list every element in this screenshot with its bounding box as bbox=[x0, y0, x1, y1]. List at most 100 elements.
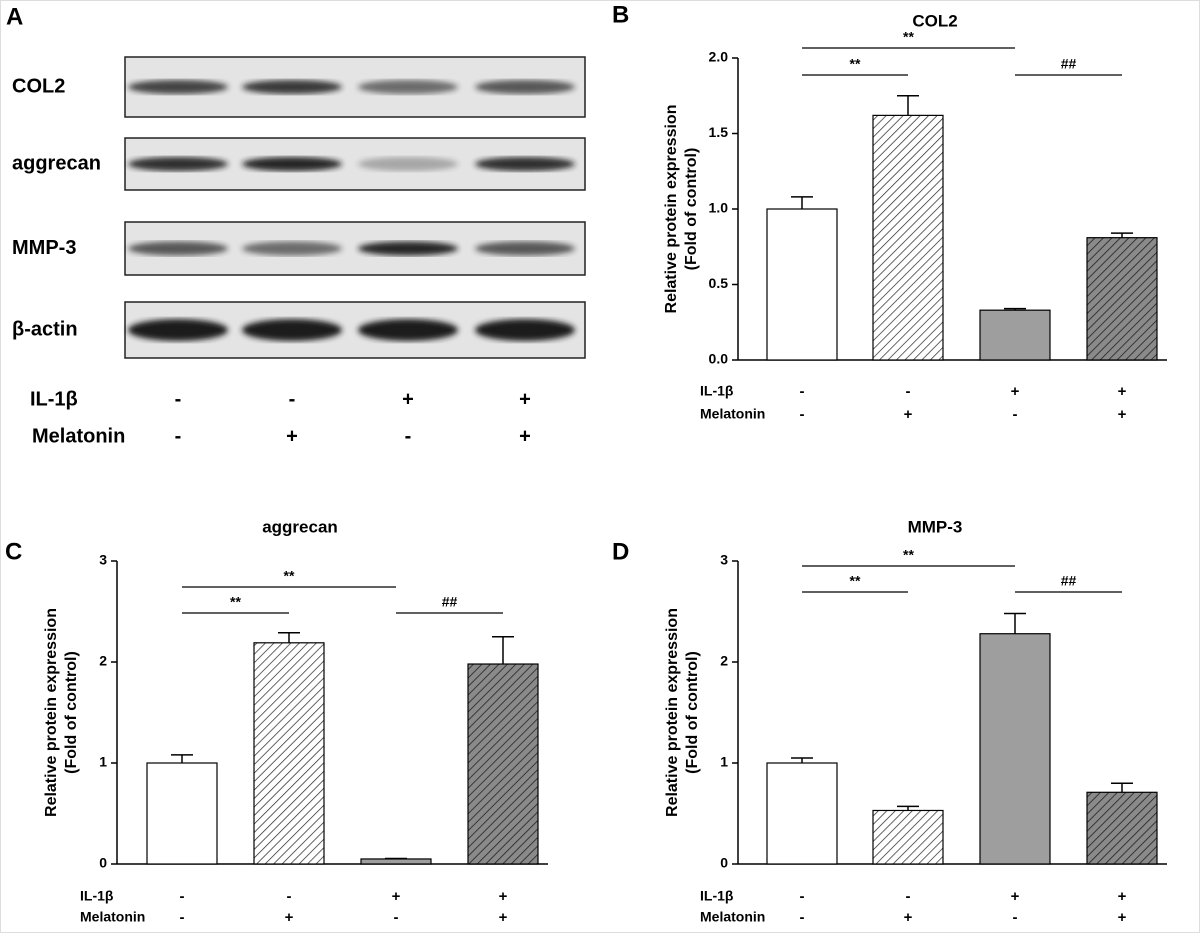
y-tick-label: 2.0 bbox=[709, 49, 729, 65]
significance-label: ** bbox=[903, 547, 914, 563]
y-tick-label: 2 bbox=[99, 653, 107, 669]
y-tick-label: 0 bbox=[720, 855, 728, 871]
y-axis-label: Relative protein expression bbox=[43, 608, 60, 817]
bar bbox=[766, 762, 838, 865]
condition-name: IL-1β bbox=[30, 388, 78, 410]
y-tick-label: 1.5 bbox=[709, 124, 729, 140]
blot-band bbox=[128, 157, 228, 171]
y-axis-label: (Fold of control) bbox=[683, 148, 700, 271]
blot-band bbox=[128, 319, 228, 341]
blot-row-label: β-actin bbox=[12, 318, 78, 340]
condition-sign: - bbox=[800, 383, 805, 400]
panel-label: C bbox=[5, 538, 22, 565]
blot-band bbox=[358, 319, 458, 341]
bar bbox=[766, 208, 838, 361]
panel-label: A bbox=[6, 3, 23, 30]
condition-sign: - bbox=[800, 406, 805, 423]
blot-band bbox=[242, 80, 342, 94]
condition-name: Melatonin bbox=[80, 909, 145, 925]
blot-row-label: MMP-3 bbox=[12, 237, 76, 259]
blot-band bbox=[242, 157, 342, 171]
bar bbox=[872, 809, 944, 865]
significance-label: ## bbox=[1061, 573, 1077, 589]
blot-band bbox=[475, 80, 575, 94]
blot-band bbox=[242, 319, 342, 341]
condition-sign: + bbox=[519, 388, 531, 410]
panel-label: B bbox=[612, 1, 629, 28]
chart-title: COL2 bbox=[912, 11, 957, 30]
condition-sign: + bbox=[285, 909, 294, 926]
condition-sign: + bbox=[1118, 888, 1127, 905]
bar bbox=[146, 762, 218, 865]
blot-row-label: aggrecan bbox=[12, 152, 101, 174]
blot-band bbox=[128, 241, 228, 256]
condition-sign: + bbox=[1118, 383, 1127, 400]
y-axis-label: Relative protein expression bbox=[663, 105, 680, 314]
blot-band bbox=[358, 241, 458, 256]
condition-sign: - bbox=[1013, 406, 1018, 423]
condition-sign: - bbox=[906, 383, 911, 400]
significance-label: ** bbox=[850, 56, 861, 72]
condition-sign: + bbox=[499, 909, 508, 926]
condition-sign: - bbox=[1013, 909, 1018, 926]
blot-band bbox=[475, 319, 575, 341]
bar bbox=[467, 663, 539, 865]
chart-title: MMP-3 bbox=[908, 517, 963, 536]
condition-sign: - bbox=[180, 888, 185, 905]
condition-sign: + bbox=[904, 909, 913, 926]
y-tick-label: 1.0 bbox=[709, 200, 729, 216]
significance-label: ## bbox=[442, 594, 458, 610]
y-tick-label: 1 bbox=[720, 754, 728, 770]
condition-name: IL-1β bbox=[700, 888, 734, 904]
bar bbox=[979, 633, 1051, 865]
blot-band bbox=[242, 241, 342, 256]
significance-label: ** bbox=[284, 568, 295, 584]
significance-label: ** bbox=[230, 594, 241, 610]
condition-sign: - bbox=[394, 909, 399, 926]
condition-sign: + bbox=[402, 388, 414, 410]
condition-sign: - bbox=[175, 425, 182, 447]
condition-sign: + bbox=[519, 425, 531, 447]
y-axis-label: (Fold of control) bbox=[63, 651, 80, 774]
blot-band bbox=[128, 80, 228, 94]
blot-band bbox=[475, 157, 575, 171]
y-tick-label: 2 bbox=[720, 653, 728, 669]
condition-sign: - bbox=[289, 388, 296, 410]
bar bbox=[979, 309, 1051, 361]
condition-sign: + bbox=[499, 888, 508, 905]
condition-sign: - bbox=[287, 888, 292, 905]
bar bbox=[1086, 791, 1158, 865]
condition-sign: + bbox=[1011, 888, 1020, 905]
y-tick-label: 0 bbox=[99, 855, 107, 871]
condition-sign: - bbox=[800, 909, 805, 926]
y-tick-label: 0.5 bbox=[709, 275, 729, 291]
condition-name: IL-1β bbox=[80, 888, 114, 904]
condition-sign: + bbox=[904, 406, 913, 423]
condition-sign: - bbox=[800, 888, 805, 905]
condition-sign: - bbox=[405, 425, 412, 447]
blot-row-label: COL2 bbox=[12, 75, 65, 97]
bar bbox=[253, 642, 325, 865]
y-tick-label: 1 bbox=[99, 754, 107, 770]
y-axis-label: Relative protein expression bbox=[664, 608, 681, 817]
condition-name: IL-1β bbox=[700, 383, 734, 399]
bar bbox=[360, 858, 432, 865]
blot-band bbox=[475, 241, 575, 256]
bar bbox=[1086, 237, 1158, 361]
chart-title: aggrecan bbox=[262, 517, 338, 536]
blot-band bbox=[358, 157, 458, 171]
bar bbox=[872, 114, 944, 361]
significance-label: ## bbox=[1061, 56, 1077, 72]
condition-sign: + bbox=[392, 888, 401, 905]
condition-sign: - bbox=[180, 909, 185, 926]
y-axis-label: (Fold of control) bbox=[684, 651, 701, 774]
y-tick-label: 0.0 bbox=[709, 351, 729, 367]
condition-sign: + bbox=[1118, 909, 1127, 926]
condition-name: Melatonin bbox=[700, 909, 765, 925]
condition-sign: - bbox=[175, 388, 182, 410]
panel-label: D bbox=[612, 538, 629, 565]
blot-band bbox=[358, 80, 458, 94]
y-tick-label: 3 bbox=[99, 552, 107, 568]
